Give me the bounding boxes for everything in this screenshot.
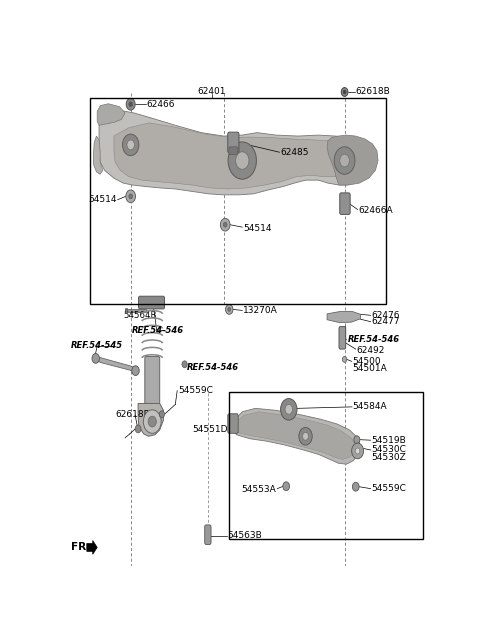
Circle shape	[236, 152, 249, 169]
FancyBboxPatch shape	[339, 326, 346, 349]
Circle shape	[354, 436, 360, 444]
Circle shape	[144, 410, 161, 433]
Text: 54564B: 54564B	[123, 311, 157, 321]
Text: 62466: 62466	[146, 100, 175, 109]
Text: 54559C: 54559C	[178, 386, 213, 395]
Circle shape	[223, 222, 227, 227]
Bar	[229, 392, 423, 539]
Polygon shape	[87, 541, 97, 555]
Circle shape	[126, 99, 135, 110]
Polygon shape	[234, 411, 356, 459]
Polygon shape	[94, 136, 103, 174]
Circle shape	[92, 354, 99, 363]
Polygon shape	[97, 104, 125, 125]
Circle shape	[281, 399, 297, 420]
Text: FR.: FR.	[71, 543, 91, 553]
Circle shape	[341, 88, 348, 97]
Text: 54514: 54514	[88, 195, 117, 204]
Circle shape	[352, 482, 359, 491]
Circle shape	[182, 361, 187, 368]
Text: 62618B: 62618B	[355, 88, 390, 97]
Polygon shape	[114, 123, 364, 189]
FancyBboxPatch shape	[139, 296, 165, 309]
Circle shape	[285, 404, 292, 414]
Text: 62401: 62401	[198, 86, 226, 95]
FancyBboxPatch shape	[228, 414, 238, 433]
Circle shape	[132, 366, 139, 375]
FancyBboxPatch shape	[145, 356, 160, 405]
Text: 62477: 62477	[372, 317, 400, 326]
Bar	[125, 309, 145, 312]
Bar	[125, 308, 127, 313]
Circle shape	[126, 190, 135, 203]
Polygon shape	[327, 135, 378, 185]
Text: 54584A: 54584A	[353, 403, 387, 411]
FancyBboxPatch shape	[228, 132, 239, 153]
Text: 54514: 54514	[243, 224, 272, 233]
Circle shape	[334, 147, 355, 174]
Circle shape	[122, 134, 139, 156]
Text: 62485: 62485	[280, 148, 309, 156]
Circle shape	[342, 356, 347, 363]
Text: REF.54-545: REF.54-545	[71, 341, 122, 350]
Text: 54563B: 54563B	[228, 531, 262, 540]
Polygon shape	[327, 312, 360, 322]
Polygon shape	[138, 403, 163, 436]
Text: 54553A: 54553A	[242, 485, 276, 494]
Text: REF.54-546: REF.54-546	[132, 326, 183, 335]
Circle shape	[129, 194, 132, 198]
FancyBboxPatch shape	[204, 525, 211, 544]
Circle shape	[283, 482, 289, 490]
Polygon shape	[99, 111, 377, 195]
Text: 62476: 62476	[372, 311, 400, 320]
Circle shape	[299, 427, 312, 445]
Circle shape	[159, 411, 165, 418]
Text: REF.54-546: REF.54-546	[348, 335, 400, 344]
Circle shape	[355, 448, 360, 454]
Circle shape	[226, 305, 233, 314]
Circle shape	[302, 432, 309, 440]
Polygon shape	[231, 408, 360, 464]
Circle shape	[228, 307, 231, 312]
Circle shape	[220, 218, 230, 231]
Text: 13270A: 13270A	[243, 306, 278, 315]
Text: 54551D: 54551D	[192, 425, 228, 434]
Text: 54501A: 54501A	[352, 364, 387, 373]
FancyBboxPatch shape	[340, 193, 350, 214]
Text: 54530Z: 54530Z	[372, 453, 406, 462]
Text: 54500: 54500	[352, 357, 381, 366]
Circle shape	[148, 416, 156, 427]
Circle shape	[340, 154, 349, 167]
Bar	[90, 99, 385, 304]
Text: 62492: 62492	[357, 345, 385, 355]
Circle shape	[129, 102, 132, 107]
Text: 62466A: 62466A	[359, 206, 393, 215]
Text: REF.54-546: REF.54-546	[187, 363, 240, 372]
Circle shape	[135, 425, 141, 433]
Text: 62618B: 62618B	[115, 410, 150, 418]
Circle shape	[228, 142, 256, 179]
Text: 54559C: 54559C	[372, 484, 406, 493]
Text: 54530C: 54530C	[372, 445, 406, 455]
Circle shape	[127, 140, 134, 150]
Circle shape	[343, 90, 346, 94]
FancyBboxPatch shape	[229, 147, 238, 155]
Circle shape	[352, 443, 363, 459]
Polygon shape	[96, 356, 136, 373]
Text: 54519B: 54519B	[372, 436, 406, 445]
